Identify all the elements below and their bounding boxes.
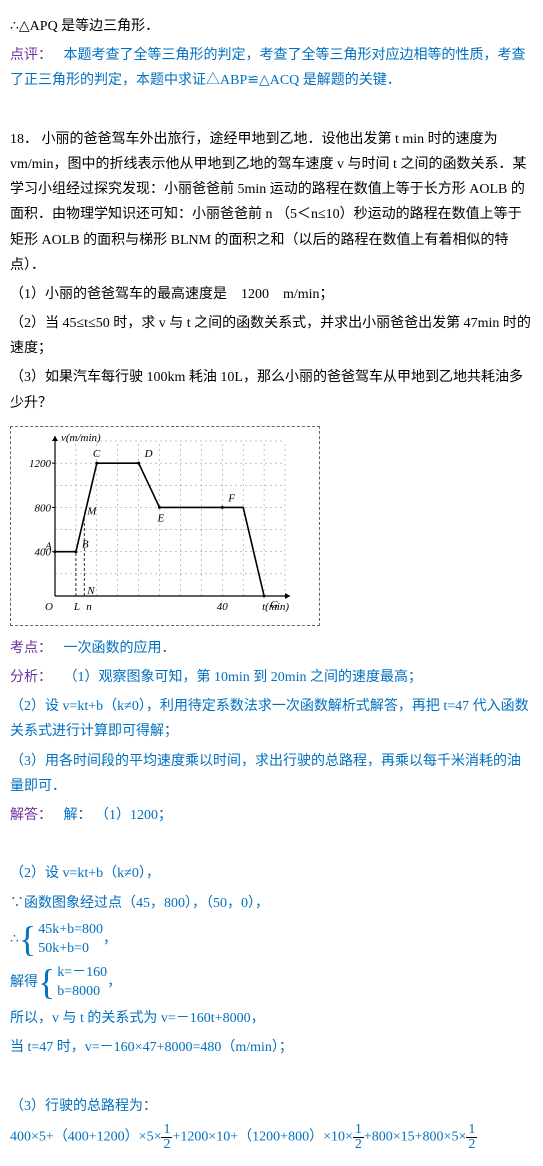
svg-text:L: L — [73, 601, 80, 613]
svg-text:C: C — [93, 448, 101, 460]
comment-text: 本题考查了全等三角形的判定，考查了全等三角形对应边相等的性质，考查了正三角形的判… — [10, 48, 526, 88]
conclusion-line: ∴△APQ 是等边三角形． — [10, 14, 533, 39]
eq1b: 50k+b=0 — [38, 939, 103, 959]
fenxi-block: 分析： （1）观察图象可知，第 10min 到 20min 之间的速度最高； — [10, 665, 533, 690]
question-1: （1）小丽的爸爸驾车的最高速度是 1200 m/min； — [10, 282, 533, 307]
svg-text:M: M — [86, 505, 97, 517]
jieda-prefix: 解： — [64, 808, 92, 823]
svg-text:n: n — [86, 601, 92, 613]
svg-text:F: F — [227, 492, 235, 504]
problem-text: 小丽的爸爸驾车外出旅行，途经甲地到乙地．设他出发第 t min 时的速度为 vm… — [10, 132, 526, 273]
jieda-label: 解答： — [10, 808, 52, 823]
comma: ， — [103, 927, 117, 952]
expr-part-3: +800×15+800×5× — [364, 1130, 466, 1145]
sol2-line3: 所以，v 与 t 的关系式为 v=－160t+8000， — [10, 1006, 533, 1031]
velocity-chart: 400800120040ABCDEFGOLnNMv(m/min)t(min) — [15, 431, 295, 621]
svg-text:t(min): t(min) — [262, 601, 289, 613]
svg-text:800: 800 — [35, 502, 52, 514]
problem-intro: 18． 小丽的爸爸驾车外出旅行，途经甲地到乙地．设他出发第 t min 时的速度… — [10, 127, 533, 278]
comment-label: 点评： — [10, 48, 52, 63]
left-brace-icon: { — [38, 964, 55, 1000]
left-brace-icon: { — [19, 921, 36, 957]
eq2b: b=8000 — [57, 982, 107, 1002]
svg-text:E: E — [157, 512, 165, 524]
fenxi-2: （2）设 v=kt+b（k≠0），利用待定系数法求一次函数解析式解答，再把 t=… — [10, 694, 533, 744]
svg-text:O: O — [45, 601, 53, 613]
svg-text:1200: 1200 — [29, 458, 52, 470]
jieda-block: 解答： 解： （1）1200； — [10, 803, 533, 828]
kaodian-label: 考点： — [10, 641, 52, 656]
comma: ， — [107, 970, 121, 995]
expr-part-2: +1200×10+（1200+800）×10× — [172, 1130, 352, 1145]
comment-block: 点评： 本题考查了全等三角形的判定，考查了全等三角形对应边相等的性质，考查了正三… — [10, 43, 533, 93]
eq1a: 45k+b=800 — [38, 920, 103, 940]
sol2-line2: ∵函数图象经过点（45，800），（50，0）， — [10, 891, 533, 916]
svg-text:D: D — [144, 448, 153, 460]
question-2: （2）当 45≤t≤50 时，求 v 与 t 之间的函数关系式，并求出小丽爸爸出… — [10, 311, 533, 361]
fenxi-3: （3）用各时间段的平均速度乘以时间，求出行驶的总路程，再乘以每千米消耗的油量即可… — [10, 749, 533, 799]
chart-container: 400800120040ABCDEFGOLnNMv(m/min)t(min) — [10, 426, 320, 626]
equation-system-2: 解得 { k=－160 b=8000 ， — [10, 963, 533, 1002]
fraction-half: 12 — [161, 1123, 172, 1152]
solve-label: 解得 — [10, 970, 38, 995]
sol3-expression: 400×5+（400+1200）×5×12+1200×10+（1200+800）… — [10, 1123, 533, 1152]
expr-part-1: 400×5+（400+1200）×5× — [10, 1130, 161, 1145]
fraction-half: 12 — [466, 1123, 477, 1152]
equation-system-1: ∴ { 45k+b=800 50k+b=0 ， — [10, 920, 533, 959]
fenxi-label: 分析： — [10, 670, 52, 685]
sol2-line4: 当 t=47 时，v=－160×47+8000=480（m/min）； — [10, 1035, 533, 1060]
problem-number: 18． — [10, 132, 38, 147]
svg-text:A: A — [44, 541, 52, 553]
question-3: （3）如果汽车每行驶 100km 耗油 10L，那么小丽的爸爸驾车从甲地到乙地共… — [10, 365, 533, 415]
sol1: （1）1200； — [95, 808, 172, 823]
sol3-line1: （3）行驶的总路程为： — [10, 1094, 533, 1119]
kaodian-block: 考点： 一次函数的应用． — [10, 636, 533, 661]
svg-text:B: B — [82, 539, 89, 551]
fenxi-1: （1）观察图象可知，第 10min 到 20min 之间的速度最高； — [64, 670, 423, 685]
svg-text:N: N — [86, 585, 95, 597]
fraction-half: 12 — [353, 1123, 364, 1152]
sol2-line1: （2）设 v=kt+b（k≠0）， — [10, 861, 533, 886]
therefore-symbol: ∴ — [10, 927, 19, 952]
svg-text:v(m/min): v(m/min) — [61, 432, 101, 444]
eq2a: k=－160 — [57, 963, 107, 983]
kaodian-text: 一次函数的应用． — [64, 641, 176, 656]
svg-text:40: 40 — [217, 601, 229, 613]
